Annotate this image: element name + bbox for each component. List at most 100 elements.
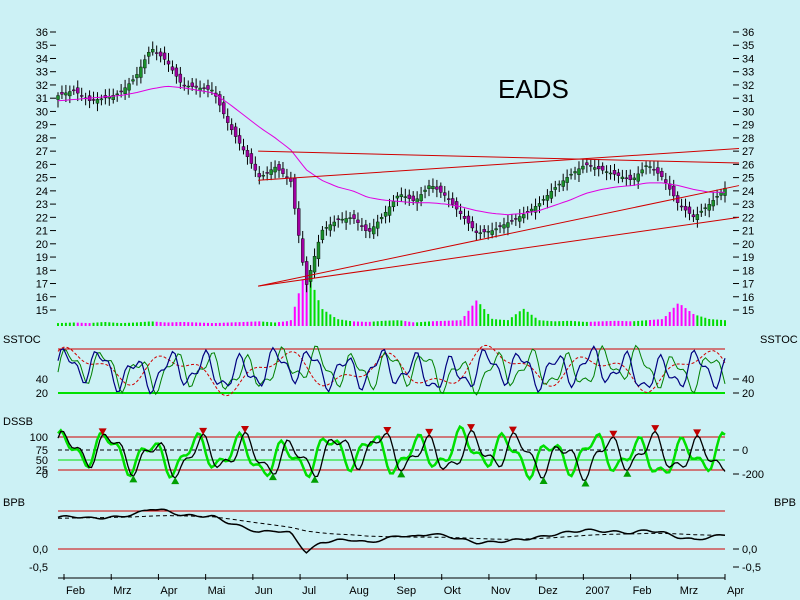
- candle-body: [356, 219, 360, 223]
- candle-body: [644, 165, 648, 167]
- candle-body: [229, 124, 234, 131]
- candle-body: [604, 171, 609, 173]
- chart-title: EADS: [498, 74, 569, 104]
- volume-bar: [562, 321, 565, 326]
- candle-body: [332, 221, 336, 227]
- volume-bar: [495, 319, 498, 326]
- volume-bar: [629, 321, 632, 326]
- volume-bar: [704, 317, 707, 326]
- volume-bar: [664, 316, 667, 326]
- dssb-tick-left: 25: [36, 465, 48, 477]
- x-tick-label: Feb: [66, 585, 85, 597]
- candle-body: [691, 214, 696, 218]
- candle-body: [261, 174, 265, 177]
- candle-body: [328, 224, 333, 231]
- price-tick-label-left: 34: [36, 53, 48, 65]
- candle-body: [624, 177, 629, 180]
- volume-bar: [645, 320, 648, 326]
- candle-body: [135, 74, 139, 79]
- volume-bar: [625, 321, 628, 326]
- candle-body: [608, 172, 613, 175]
- volume-bar: [660, 319, 663, 326]
- candle-body: [628, 174, 632, 180]
- volume-bar: [199, 322, 202, 326]
- volume-bar: [404, 321, 407, 326]
- candle-body: [131, 79, 135, 82]
- volume-bar: [420, 322, 423, 326]
- dssb-sell-marker: [383, 427, 392, 435]
- candle-body: [147, 51, 151, 57]
- candle-body: [202, 87, 206, 89]
- price-tick-label-right: 34: [742, 53, 754, 65]
- dssb-tick-right: -200: [742, 469, 764, 481]
- candle-body: [293, 178, 297, 209]
- dssb-sell-marker: [609, 430, 618, 438]
- candle-body: [391, 201, 396, 208]
- bpb-label-right: BPB: [774, 497, 796, 509]
- candle-body: [348, 217, 352, 219]
- volume-bar: [605, 321, 608, 326]
- candle-body: [656, 167, 660, 174]
- price-tick-label-right: 25: [742, 173, 754, 185]
- price-tick-label-right: 20: [742, 239, 754, 251]
- candle-body: [143, 59, 147, 69]
- volume-bar: [274, 322, 277, 326]
- x-tick-label: Dez: [538, 585, 558, 597]
- candle-body: [170, 66, 175, 71]
- volume-bar: [187, 322, 190, 326]
- price-tick-label-right: 31: [742, 93, 754, 105]
- candle-body: [435, 186, 439, 190]
- volume-bar: [266, 321, 269, 326]
- volume-bar: [455, 320, 458, 326]
- volume-bar: [175, 322, 178, 326]
- volume-bar: [641, 320, 644, 326]
- volume-bar: [554, 321, 557, 326]
- volume-bar: [305, 269, 308, 326]
- candle-body: [237, 135, 242, 144]
- price-tick-label-right: 30: [742, 106, 754, 118]
- candle-body: [190, 82, 194, 87]
- volume-bar: [214, 322, 217, 326]
- candle-body: [679, 205, 684, 208]
- candle-body: [541, 199, 546, 201]
- price-tick-label-left: 28: [36, 133, 48, 145]
- candle-body: [470, 221, 475, 229]
- candle-body: [474, 230, 479, 233]
- volume-bar: [246, 321, 249, 326]
- volume-bar: [234, 322, 237, 326]
- price-tick-label-left: 30: [36, 106, 48, 118]
- candle-body: [210, 89, 214, 92]
- volume-bar: [96, 322, 99, 326]
- volume-bar: [159, 322, 162, 326]
- volume-bar: [262, 321, 265, 326]
- volume-bar: [293, 306, 296, 326]
- candle-body: [529, 208, 534, 212]
- dssb-sell-marker: [199, 427, 208, 435]
- sstoc-signal-line: [57, 344, 726, 397]
- trendline: [258, 147, 740, 181]
- price-tick-label-right: 19: [742, 252, 754, 264]
- volume-bar: [171, 322, 174, 326]
- x-axis: Feb Mrz Apr Mai Jun Jul Aug Sep Okt Nov Dez 2007 Feb…: [58, 574, 744, 597]
- candle-body: [162, 52, 167, 60]
- candle-body: [344, 218, 348, 223]
- volume-bar: [589, 321, 592, 326]
- candle-body: [76, 87, 80, 94]
- candle-body: [443, 192, 447, 196]
- candle-body: [482, 229, 486, 233]
- price-tick-label-left: 17: [36, 279, 48, 291]
- volume-bar: [534, 317, 537, 326]
- volume-bar: [597, 321, 600, 326]
- dssb-main-curve: [57, 429, 726, 482]
- volume-bar: [278, 322, 281, 326]
- volume-bar: [621, 321, 624, 326]
- dssb-buy-marker: [539, 476, 548, 484]
- candle-body: [581, 165, 585, 170]
- volume-bar: [128, 322, 131, 326]
- volume-bar: [163, 322, 166, 326]
- candle-body: [447, 198, 451, 200]
- volume-bar: [542, 320, 545, 326]
- volume-bar: [716, 319, 719, 326]
- volume-bar: [530, 314, 533, 326]
